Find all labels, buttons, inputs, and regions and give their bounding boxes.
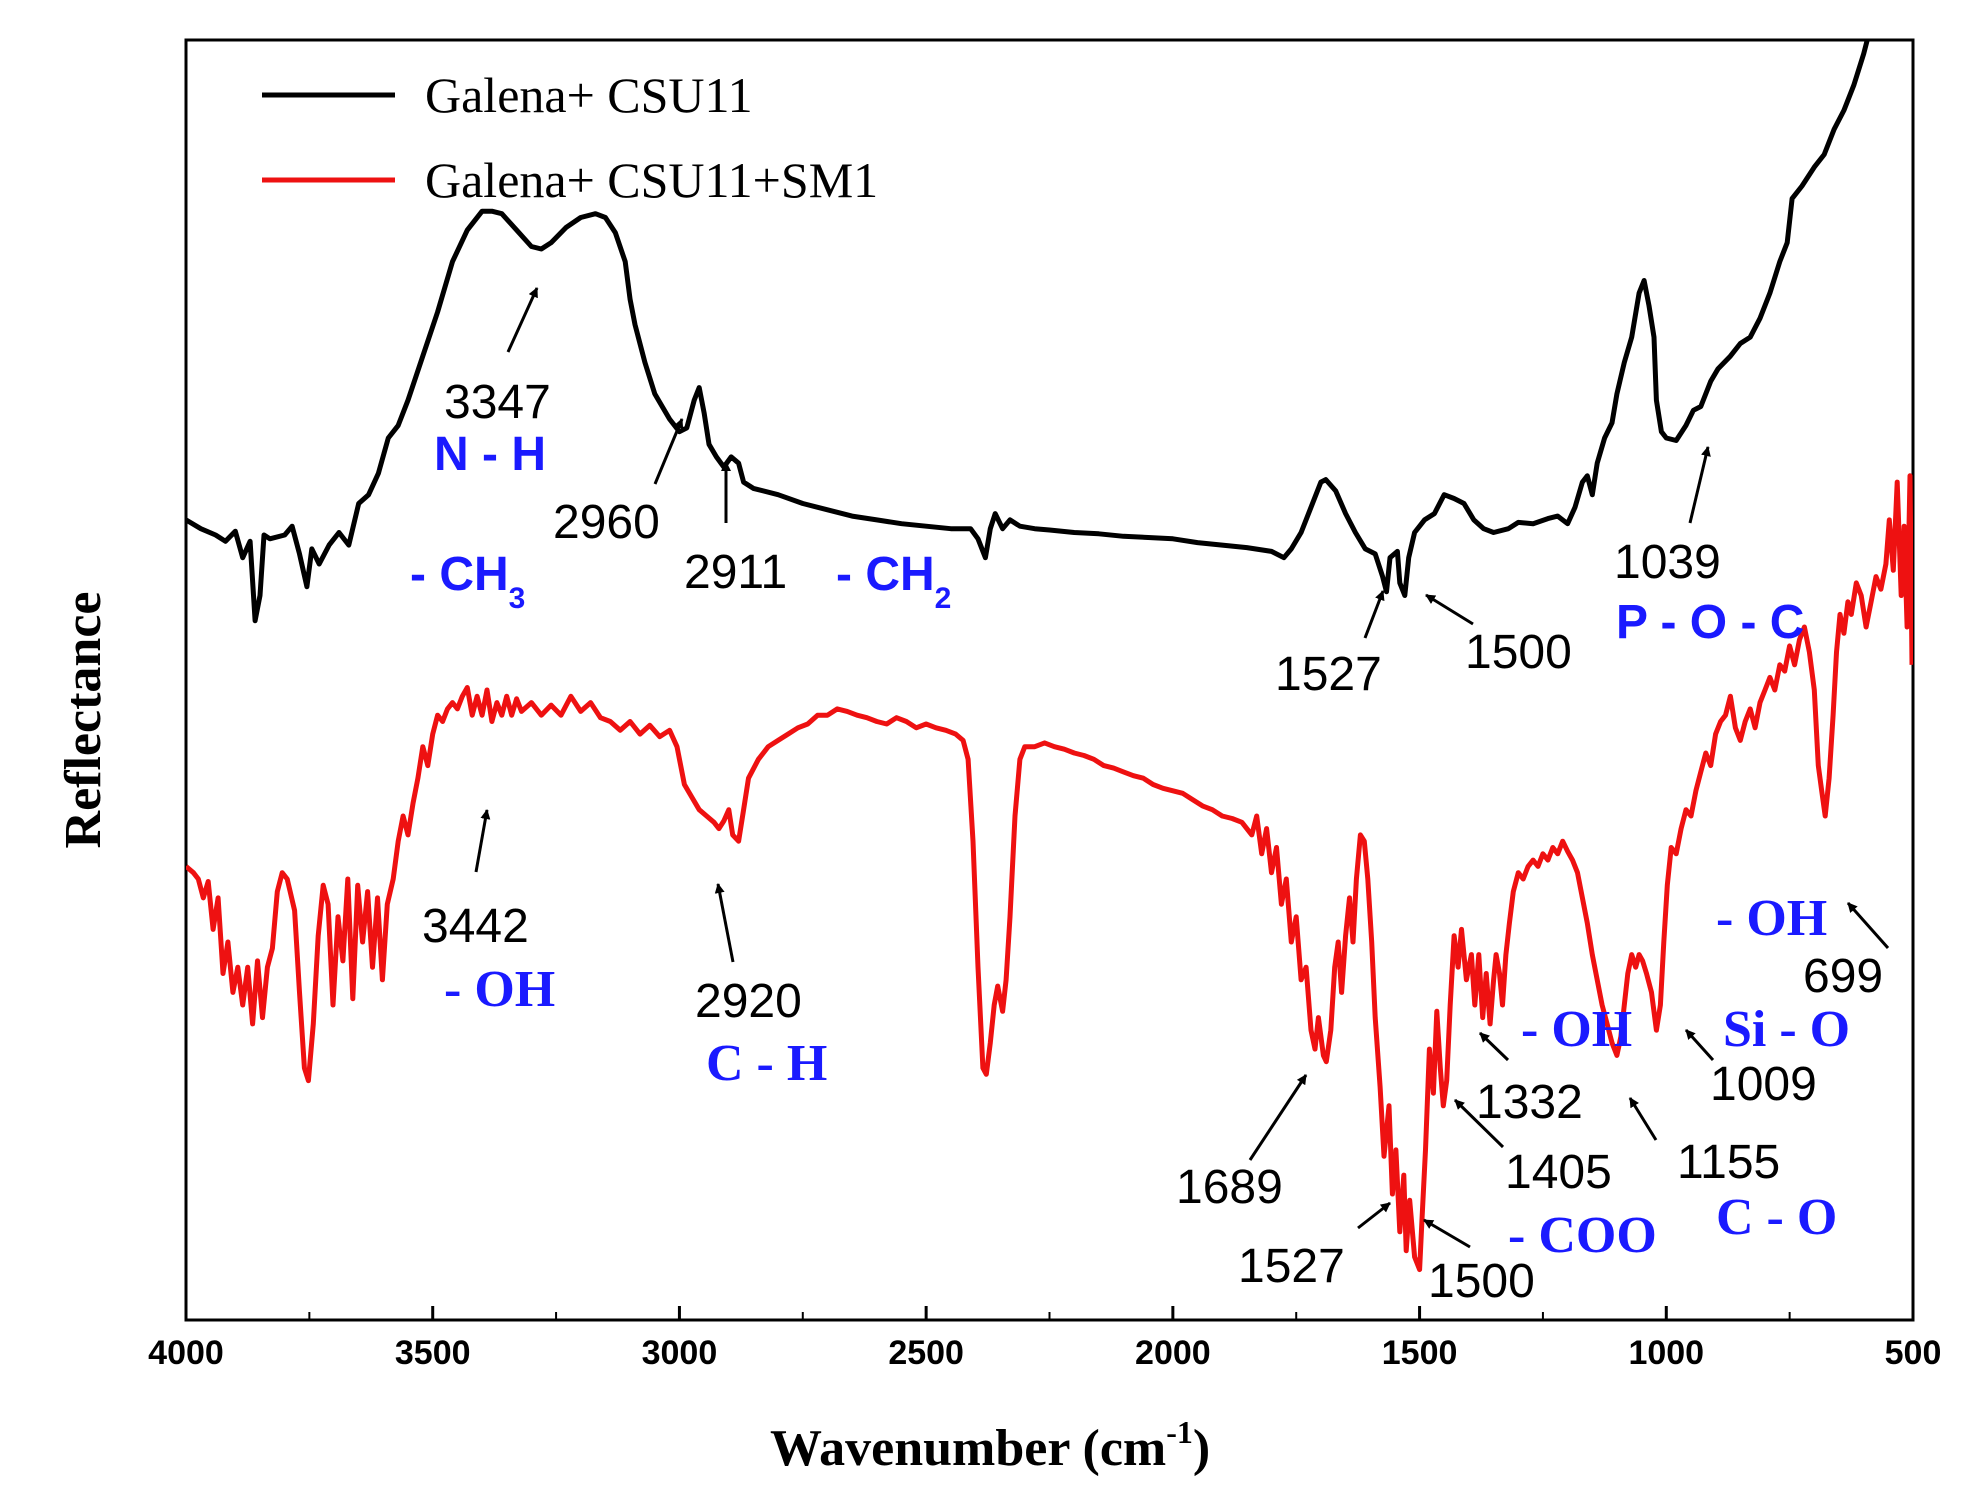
group-label-nh: N - H — [434, 428, 546, 481]
x-tick-label-500: 500 — [1885, 1334, 1942, 1372]
arrow-1500-black — [1425, 593, 1474, 626]
arrow-3347 — [506, 287, 539, 353]
peak-label-3347: 3347 — [444, 376, 551, 429]
group-label-ch3-main: - CH — [410, 548, 509, 601]
group-label-co: C - O — [1716, 1189, 1837, 1246]
x-axis-title-sup: -1 — [1166, 1414, 1193, 1450]
group-label-sio: Si - O — [1723, 1001, 1850, 1058]
peak-label-2920: 2920 — [695, 975, 802, 1028]
annotation-arrows — [474, 287, 1890, 1249]
peak-label-699: 699 — [1803, 950, 1883, 1003]
x-tick-label-3500: 3500 — [395, 1334, 471, 1372]
group-label-ch3-sub: 3 — [509, 582, 526, 615]
arrow-1009 — [1684, 1028, 1715, 1062]
x-axis-title-main: Wavenumber (cm — [770, 1420, 1166, 1477]
peak-label-1500-red: 1500 — [1428, 1255, 1535, 1308]
peak-label-3442: 3442 — [422, 900, 529, 953]
arrow-1527-black — [1363, 590, 1385, 639]
group-label-ch: C - H — [706, 1035, 827, 1092]
y-axis-title: Reflectance — [55, 592, 112, 849]
peak-label-1009: 1009 — [1710, 1058, 1817, 1111]
peak-labels: 3347 2960 2911 1527 1500 1039 3442 2920 … — [422, 376, 1883, 1308]
x-tick-label-1000: 1000 — [1628, 1334, 1704, 1372]
peak-label-2911: 2911 — [684, 546, 787, 599]
group-label-ch3: - CH3 — [410, 548, 525, 615]
x-tick-label-3000: 3000 — [642, 1334, 718, 1372]
group-label-oh-3442: - OH — [444, 961, 555, 1018]
series-line-galena-csu11 — [186, 40, 1870, 624]
group-label-oh-699: - OH — [1716, 890, 1827, 947]
x-axis-title-close: ) — [1193, 1420, 1210, 1477]
legend-label-galena-csu11-sm1: Galena+ CSU11+SM1 — [425, 152, 878, 208]
legend: Galena+ CSU11 Galena+ CSU11+SM1 — [262, 67, 878, 208]
arrow-3442 — [474, 809, 491, 873]
arrow-1527-red — [1357, 1201, 1391, 1230]
group-labels: N - H - CH3 - CH2 P - O - C - OH C - H -… — [410, 428, 1850, 1264]
peak-label-1405: 1405 — [1505, 1146, 1612, 1199]
peak-label-1039: 1039 — [1614, 536, 1721, 589]
x-axis-ticks: 4000 3500 3000 2500 2000 1500 1000 500 — [148, 1306, 1941, 1372]
arrow-1405 — [1453, 1098, 1505, 1149]
peak-label-1155: 1155 — [1677, 1136, 1780, 1189]
group-label-coo: - COO — [1508, 1207, 1657, 1264]
arrow-1689 — [1248, 1074, 1308, 1161]
legend-label-galena-csu11: Galena+ CSU11 — [425, 67, 753, 123]
x-tick-label-2000: 2000 — [1135, 1334, 1211, 1372]
series-line-galena-csu11-sm1 — [186, 473, 1913, 1273]
x-tick-label-2500: 2500 — [888, 1334, 964, 1372]
group-label-ch2-sub: 2 — [935, 582, 952, 615]
arrow-1332 — [1478, 1031, 1510, 1062]
peak-label-2960: 2960 — [553, 496, 660, 549]
peak-label-1527-black: 1527 — [1275, 648, 1382, 701]
plot-frame — [184, 38, 1915, 1322]
arrow-2920 — [714, 883, 735, 963]
arrow-1039 — [1688, 446, 1711, 524]
x-axis-title: Wavenumber (cm-1) — [770, 1414, 1210, 1477]
arrow-1500-red — [1423, 1218, 1471, 1249]
group-label-ch2: - CH2 — [836, 548, 951, 615]
arrow-699 — [1846, 902, 1890, 949]
group-label-ch2-main: - CH — [836, 548, 935, 601]
peak-label-1500-black: 1500 — [1465, 626, 1572, 679]
group-label-oh-1332: - OH — [1521, 1001, 1632, 1058]
x-tick-label-4000: 4000 — [148, 1334, 224, 1372]
peak-label-1332: 1332 — [1476, 1076, 1583, 1129]
peak-label-1527-red: 1527 — [1238, 1240, 1345, 1293]
peak-label-1689: 1689 — [1176, 1161, 1283, 1214]
group-label-poc: P - O - C — [1616, 596, 1804, 649]
arrow-1155 — [1628, 1097, 1658, 1141]
arrow-2960 — [653, 418, 684, 485]
x-tick-label-1500: 1500 — [1382, 1334, 1458, 1372]
